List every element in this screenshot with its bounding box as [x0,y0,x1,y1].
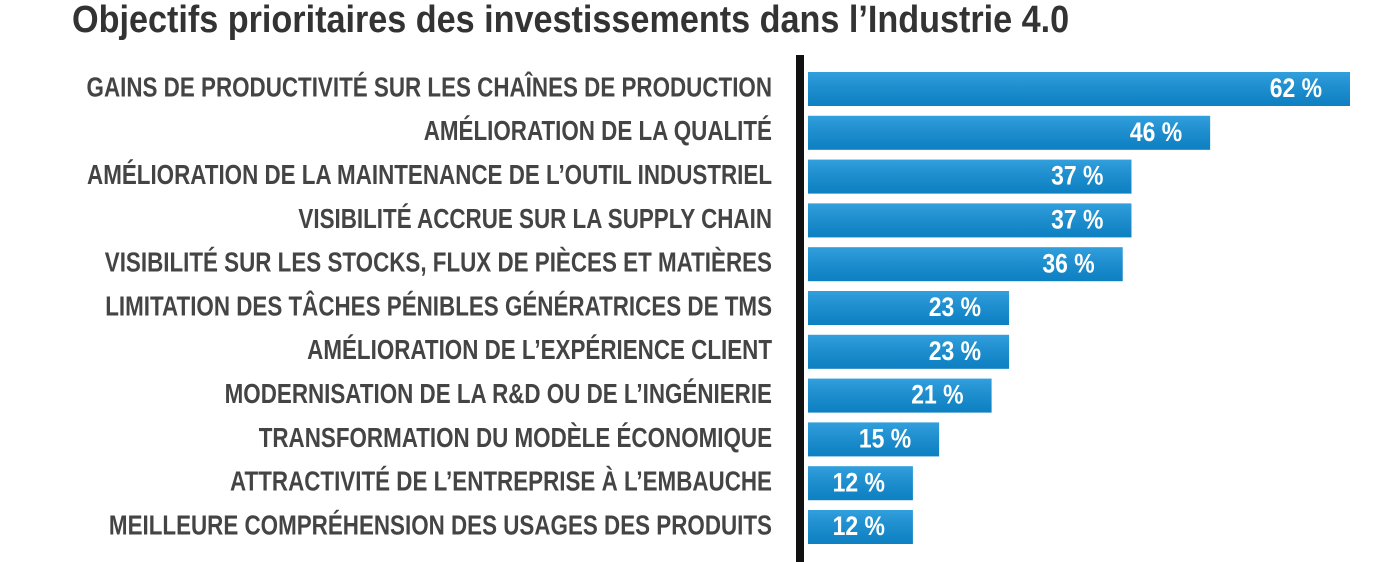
bar-shade [808,72,1350,106]
bar-shade [808,334,1010,369]
axis-line [796,55,804,562]
value-label: 37 % [1051,161,1103,191]
bar-shade [808,291,1010,325]
bar-shade [808,115,1211,150]
value-label: 23 % [929,336,981,366]
value-label: 21 % [911,380,963,410]
category-label: LIMITATION DES TÂCHES PÉNIBLES GÉNÉRATRI… [105,289,772,322]
bar-shade [808,203,1132,238]
category-label: VISIBILITÉ SUR LES STOCKS, FLUX DE PIÈCE… [105,246,772,278]
category-label: VISIBILITÉ ACCRUE SUR LA SUPPLY CHAIN [298,202,772,234]
chart-title: Objectifs prioritaires des investissemen… [72,0,1069,40]
category-label: AMÉLIORATION DE LA MAINTENANCE DE L’OUTI… [87,159,772,191]
value-label: 12 % [833,511,885,541]
value-label: 62 % [1270,73,1322,103]
bar-shade [808,247,1123,282]
value-label: 12 % [833,468,885,498]
value-label: 23 % [929,292,981,322]
value-label: 46 % [1130,117,1182,147]
value-label: 37 % [1051,205,1103,235]
value-label: 36 % [1042,249,1094,279]
bar-shade [808,466,913,501]
category-label: AMÉLIORATION DE LA QUALITÉ [424,115,772,147]
bar-shade [808,159,1132,194]
bar-shade [808,378,992,413]
value-label: 15 % [859,424,911,454]
category-label: TRANSFORMATION DU MODÈLE ÉCONOMIQUE [259,421,772,453]
category-label: GAINS DE PRODUCTIVITÉ SUR LES CHAÎNES DE… [87,70,772,103]
category-label: MEILLEURE COMPRÉHENSION DES USAGES DES P… [109,509,772,541]
bar-shade [808,422,940,457]
category-label: MODERNISATION DE LA R&D OU DE L’INGÉNIER… [225,378,772,410]
bar-shade [808,510,913,544]
category-label: AMÉLIORATION DE L’EXPÉRIENCE CLIENT [307,334,772,366]
category-label: ATTRACTIVITÉ DE L’ENTREPRISE À L’EMBAUCH… [230,465,772,497]
